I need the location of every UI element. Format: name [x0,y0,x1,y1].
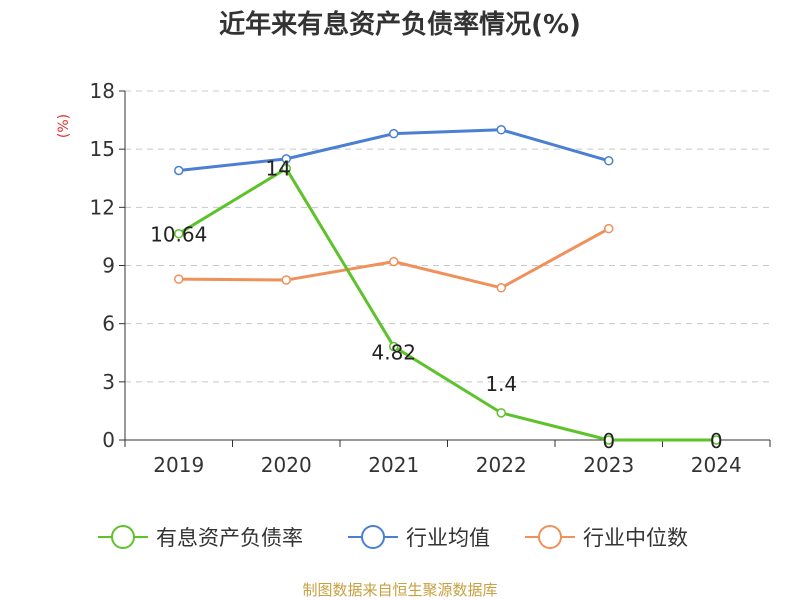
data-point [496,408,506,418]
data-label: 14 [266,157,291,181]
data-point [389,256,399,267]
x-tick-label: 2022 [476,453,527,477]
data-point [711,435,721,445]
y-tick-label: 0 [102,428,115,452]
legend-marker [538,525,562,549]
legend: 有息资产负债率 行业均值 行业中位数 [98,525,688,550]
data-label: 0 [602,429,615,453]
data-label: 10.64 [150,223,207,247]
grid-lines [125,90,770,383]
data-point [496,125,506,135]
y-tick-label: 3 [102,370,115,394]
data-point [389,128,399,139]
data-label: 4.82 [371,341,416,365]
data-point [281,163,291,174]
data-point [174,274,184,284]
legend-marker [111,525,135,549]
y-tick-label: 6 [102,312,115,336]
data-point [604,435,614,445]
data-point [174,228,184,239]
data-point [604,223,614,234]
data-label: 0 [710,429,723,453]
axes: 0 3 6 9 12 15 18 2019 2020 2021 2022 2023 2024 [90,79,771,477]
data-point [281,275,291,285]
source-note: 制图数据来自恒生聚源数据库 [302,581,497,599]
legend-label: 有息资产负债率 [156,526,303,550]
y-tick-label: 18 [90,79,115,103]
y-tick-label: 9 [102,254,115,278]
data-labels: 10.64 14 4.82 1.4 0 0 [150,157,723,453]
legend-label: 行业中位数 [583,526,688,550]
data-point [604,156,614,166]
data-label: 1.4 [485,372,517,396]
data-point [496,283,506,293]
y-tick-label: 15 [90,137,115,161]
legend-label: 行业均值 [406,526,490,550]
series-layer [174,125,721,445]
legend-marker [361,525,385,549]
x-tick-label: 2024 [691,453,742,477]
data-point [281,154,291,164]
x-tick-label: 2020 [261,453,312,477]
data-point [174,165,184,176]
data-point [389,341,399,352]
x-tick-label: 2023 [583,453,634,477]
y-tick-label: 12 [90,195,115,219]
chart-title: 近年来有息资产负债率情况(%) [219,9,581,40]
series-line-0 [177,167,717,442]
x-tick-label: 2021 [368,453,419,477]
y-axis-label: (%) [56,114,72,138]
x-tick-label: 2019 [153,453,204,477]
